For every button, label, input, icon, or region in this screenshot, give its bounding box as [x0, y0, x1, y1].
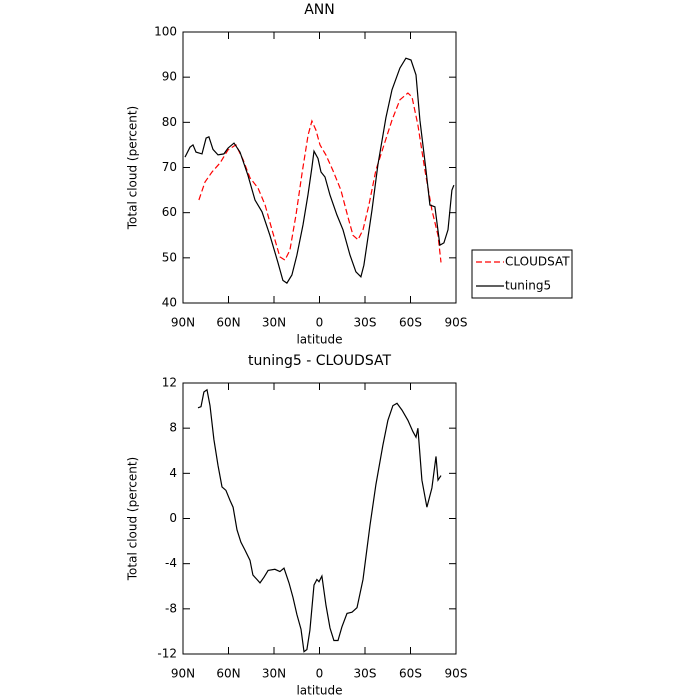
x-tick-label: 90S	[445, 316, 468, 330]
y-tick-label: -8	[165, 601, 177, 615]
chart-title: ANN	[304, 2, 335, 18]
x-axis-label: latitude	[296, 684, 342, 698]
x-tick-label: 0	[316, 316, 324, 330]
legend-box	[471, 249, 573, 299]
x-tick-label: 60N	[216, 316, 240, 330]
y-tick-label: 50	[162, 250, 177, 264]
y-axis-label: Total cloud (percent)	[126, 457, 140, 581]
plot-frame	[182, 382, 457, 655]
y-tick-label: 80	[162, 115, 177, 129]
x-tick-label: 30S	[354, 667, 377, 681]
data-line	[198, 92, 442, 263]
y-tick-label: 100	[154, 25, 177, 39]
y-tick-label: 40	[162, 296, 177, 310]
data-line	[197, 388, 442, 653]
x-tick-label: 30S	[354, 316, 377, 330]
x-tick-label: 0	[316, 667, 324, 681]
x-tick-label: 60S	[399, 667, 422, 681]
chart-title: tuning5 - CLOUDSAT	[248, 353, 392, 369]
y-tick-label: -12	[157, 647, 177, 661]
y-tick-label: 70	[162, 160, 177, 174]
x-tick-label: 90N	[171, 667, 195, 681]
legend-label: tuning5	[505, 279, 551, 293]
data-line	[184, 57, 455, 284]
x-tick-label: 90N	[171, 316, 195, 330]
y-tick-label: 12	[162, 376, 177, 390]
x-tick-label: 30N	[262, 667, 286, 681]
y-tick-label: 4	[169, 466, 177, 480]
x-tick-label: 30N	[262, 316, 286, 330]
y-tick-label: -4	[165, 556, 177, 570]
y-tick-label: 90	[162, 70, 177, 84]
x-tick-label: 90S	[445, 667, 468, 681]
x-tick-label: 60N	[216, 667, 240, 681]
y-tick-label: 0	[169, 511, 177, 525]
y-tick-label: 8	[169, 421, 177, 435]
legend-label: CLOUDSAT	[505, 255, 570, 269]
x-tick-label: 60S	[399, 316, 422, 330]
y-tick-label: 60	[162, 205, 177, 219]
y-axis-label: Total cloud (percent)	[126, 106, 140, 230]
x-axis-label: latitude	[296, 333, 342, 347]
